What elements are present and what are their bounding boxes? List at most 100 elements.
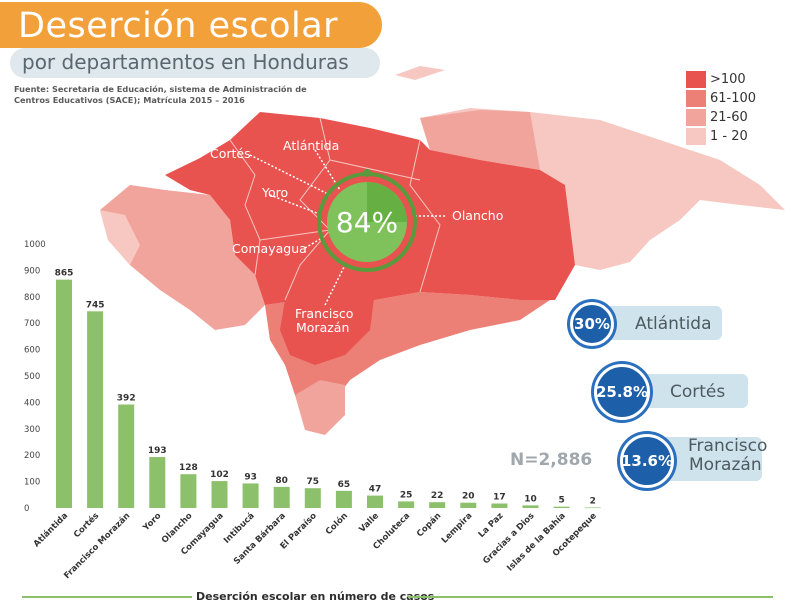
source-note: Fuente: Secretaria de Educación, sistema… <box>14 84 314 106</box>
bar-value-label: 193 <box>148 446 167 456</box>
map-label-olancho: Olancho <box>452 208 503 223</box>
bar <box>56 279 72 508</box>
bubble-value-atlantida: 30% <box>574 315 610 333</box>
bubble-label-morazan: Morazán <box>689 455 762 475</box>
bubble-ring-cortes: 25.8% <box>594 364 650 420</box>
legend-label: 61-100 <box>710 90 757 106</box>
y-tick-label: 800 <box>24 293 40 303</box>
legend-swatch <box>686 127 706 145</box>
bar <box>242 483 259 508</box>
map-region-choluteca <box>295 380 345 435</box>
bar <box>149 457 166 508</box>
y-axis: 0 100 200 300 400 500 600 700 800 900 1000 <box>24 240 46 514</box>
footer-line-right <box>408 596 773 598</box>
map-region-colon <box>420 110 540 170</box>
subtitle-banner <box>10 48 380 78</box>
map-label-comayagua: Comayagua <box>232 241 307 256</box>
bar-value-label: 47 <box>369 485 382 495</box>
legend-item: >100 <box>686 70 756 88</box>
bubble-label-francisco: Francisco <box>688 436 768 456</box>
bar-value-label: 65 <box>338 480 351 490</box>
bubble-pill-atlantida <box>600 306 722 340</box>
bubble-ring-francisco-morazan: 13.6% <box>620 434 674 488</box>
y-tick-label: 700 <box>24 319 40 329</box>
bar <box>180 474 197 508</box>
bar <box>522 505 539 508</box>
map-borders <box>229 117 441 301</box>
map-callouts <box>249 149 445 306</box>
bar <box>584 507 601 509</box>
legend-label: 21-60 <box>710 109 748 125</box>
bar <box>211 481 228 508</box>
bar <box>460 502 477 508</box>
bar-value-label: 93 <box>244 472 257 482</box>
bar-value-label: 5 <box>558 496 564 506</box>
bar-value-label: 392 <box>117 394 136 404</box>
bubble-ring-atlantida: 30% <box>570 302 614 346</box>
bar <box>398 501 415 508</box>
y-tick-label: 300 <box>24 425 40 435</box>
x-tick-label: Cortés <box>71 510 101 540</box>
bar-value-labels: 865 745 392 193 128 102 93 80 75 65 47 25 22 20 17 10 5 2 <box>55 269 596 507</box>
map-region-ocotepeque <box>100 210 140 265</box>
y-tick-label: 1000 <box>24 240 46 250</box>
source-line-1: Fuente: Secretaria de Educación, sistema… <box>14 84 307 94</box>
bubble-value-cortes: 25.8% <box>595 383 649 401</box>
bar <box>87 311 104 508</box>
map-label-morazan: Morazán <box>296 320 349 335</box>
bar-value-label: 25 <box>400 490 413 500</box>
x-tick-label: Atlántida <box>32 511 70 549</box>
footer-label: Deserción escolar en número de casos <box>196 590 435 603</box>
y-tick-label: 100 <box>24 478 40 488</box>
legend: >100 61-100 21-60 1 - 20 <box>686 70 756 146</box>
legend-swatch <box>686 89 706 107</box>
legend-item: 21-60 <box>686 108 756 126</box>
bar <box>273 486 290 508</box>
bubble-label-cortes: Cortés <box>670 382 726 402</box>
legend-label: >100 <box>710 71 746 87</box>
bar-value-label: 10 <box>524 494 537 504</box>
map-label-cortes: Cortés <box>210 146 251 161</box>
x-tick-label: Islas de la Bahía <box>505 511 568 574</box>
map-region-islas <box>395 66 445 80</box>
map-label-atlantida: Atlántida <box>283 138 339 153</box>
map-label-yoro: Yoro <box>261 185 288 200</box>
bar <box>335 490 352 508</box>
map-region-west <box>100 185 265 330</box>
x-tick-label: Lempira <box>440 511 475 546</box>
legend-swatch <box>686 70 706 88</box>
title-banner <box>0 2 382 48</box>
callout-line-comayagua <box>304 237 323 249</box>
bubble-label-atlantida: Atlántida <box>635 314 712 334</box>
y-tick-label: 600 <box>24 346 40 356</box>
center-disc-segment <box>367 182 407 222</box>
bar-value-label: 20 <box>462 492 475 502</box>
bubble-value-francisco-morazan: 13.6% <box>620 452 674 470</box>
bubble-pill-francisco-morazan <box>665 437 762 481</box>
center-ring-dot <box>363 169 371 177</box>
bar-value-label: 865 <box>55 269 74 279</box>
bar <box>429 502 446 508</box>
bar <box>304 488 321 508</box>
y-tick-label: 500 <box>24 372 40 382</box>
y-tick-label: 900 <box>24 266 40 276</box>
map-region-francisco-morazan <box>280 290 375 365</box>
bar-value-label: 745 <box>86 300 105 310</box>
y-tick-label: 0 <box>24 504 29 514</box>
legend-item: 1 - 20 <box>686 127 756 145</box>
callout-line-cortes <box>249 154 331 196</box>
x-tick-label: Yoro <box>141 511 164 534</box>
n-label: N=2,886 <box>510 450 593 470</box>
callout-line-francisco-morazan <box>324 264 346 306</box>
x-tick-label: Copán <box>415 511 443 539</box>
x-tick-label: Valle <box>357 511 381 535</box>
bar-value-label: 17 <box>493 493 506 503</box>
source-line-2: Centros Educativos (SACE); Matrícula 201… <box>14 95 245 105</box>
legend-item: 61-100 <box>686 89 756 107</box>
x-tick-label: Colón <box>323 510 350 537</box>
y-tick-label: 200 <box>24 451 40 461</box>
footer-line-left <box>22 596 192 598</box>
center-percent: 84% <box>336 206 398 239</box>
x-tick-label: La Paz <box>477 511 506 540</box>
